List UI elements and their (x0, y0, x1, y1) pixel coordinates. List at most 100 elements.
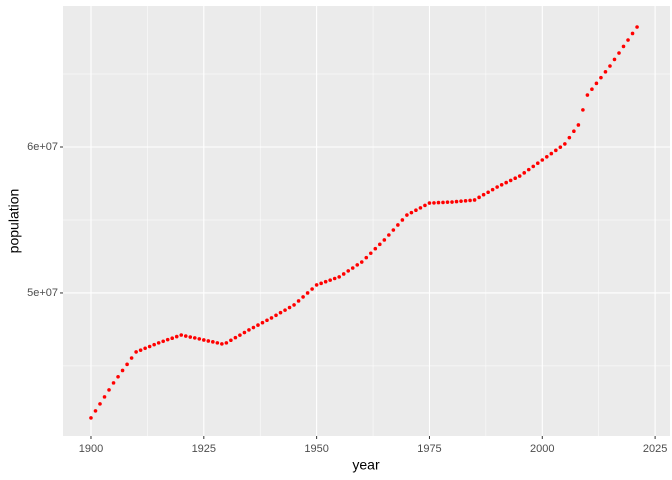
point (292, 303, 296, 307)
point (350, 266, 355, 270)
point (418, 206, 423, 210)
point (576, 123, 581, 127)
point (522, 171, 527, 175)
point (93, 409, 98, 413)
point (368, 251, 373, 256)
point (423, 203, 427, 208)
point (89, 416, 93, 420)
point (179, 333, 184, 337)
x-axis-title: year (352, 457, 380, 473)
point (621, 44, 626, 49)
point (445, 200, 450, 204)
y-tick-label: 5e+07 (27, 287, 58, 299)
point (120, 368, 125, 373)
point (531, 164, 536, 169)
x-tick-label: 1900 (79, 443, 103, 455)
point (188, 335, 193, 339)
y-axis-title: population (6, 189, 22, 254)
point (495, 185, 499, 189)
point (635, 25, 639, 29)
point (107, 388, 111, 392)
point (585, 93, 590, 97)
point (477, 195, 481, 200)
point (238, 333, 242, 337)
point (206, 339, 211, 343)
point (432, 201, 436, 205)
point (409, 210, 414, 215)
point (161, 339, 165, 344)
point (174, 334, 179, 339)
point (134, 350, 138, 354)
point (211, 340, 215, 344)
point (301, 295, 305, 299)
point (269, 316, 274, 320)
point (143, 346, 147, 351)
point (341, 272, 346, 276)
point (454, 199, 459, 204)
point (459, 199, 463, 203)
point (572, 129, 576, 134)
point (138, 348, 143, 352)
point (305, 291, 310, 295)
point (328, 278, 332, 282)
point (590, 87, 594, 91)
point (283, 308, 287, 312)
point (156, 341, 161, 345)
point (567, 135, 572, 140)
x-tick-label: 1925 (192, 443, 216, 455)
point (387, 233, 391, 237)
point (229, 338, 233, 343)
x-tick-label: 1975 (417, 443, 441, 455)
point (504, 180, 508, 185)
point (197, 337, 202, 341)
point (427, 201, 432, 205)
point (391, 228, 396, 232)
point (517, 174, 522, 178)
point (612, 57, 617, 62)
x-tick-label: 1950 (304, 443, 328, 455)
point (626, 38, 630, 42)
point (481, 192, 486, 197)
point (436, 200, 441, 205)
point (310, 287, 314, 291)
point (373, 246, 378, 251)
point (581, 108, 585, 112)
point (364, 255, 369, 260)
point (111, 381, 116, 385)
point (630, 31, 635, 36)
point (558, 145, 563, 149)
point (224, 341, 229, 345)
point (296, 299, 301, 303)
x-tick-label: 2000 (530, 443, 554, 455)
point (472, 198, 477, 202)
point (170, 336, 175, 341)
x-tick-label: 2025 (643, 443, 667, 455)
point (102, 395, 107, 399)
point (251, 325, 256, 330)
point (563, 142, 567, 146)
point (382, 238, 387, 242)
point (247, 328, 251, 332)
point (242, 330, 247, 335)
point (314, 283, 319, 287)
point (499, 183, 504, 187)
point (220, 342, 224, 346)
point (192, 336, 197, 340)
point (526, 167, 531, 172)
point (359, 260, 364, 264)
point (508, 178, 513, 183)
point (617, 51, 621, 55)
point (278, 310, 283, 315)
point (405, 213, 409, 217)
point (274, 313, 278, 318)
point (486, 190, 490, 195)
point (346, 269, 351, 273)
point (332, 276, 337, 281)
point (337, 275, 341, 279)
point (414, 208, 418, 212)
point (540, 158, 545, 162)
point (98, 402, 102, 406)
point (323, 279, 328, 284)
y-tick-label: 6e+07 (27, 141, 58, 153)
